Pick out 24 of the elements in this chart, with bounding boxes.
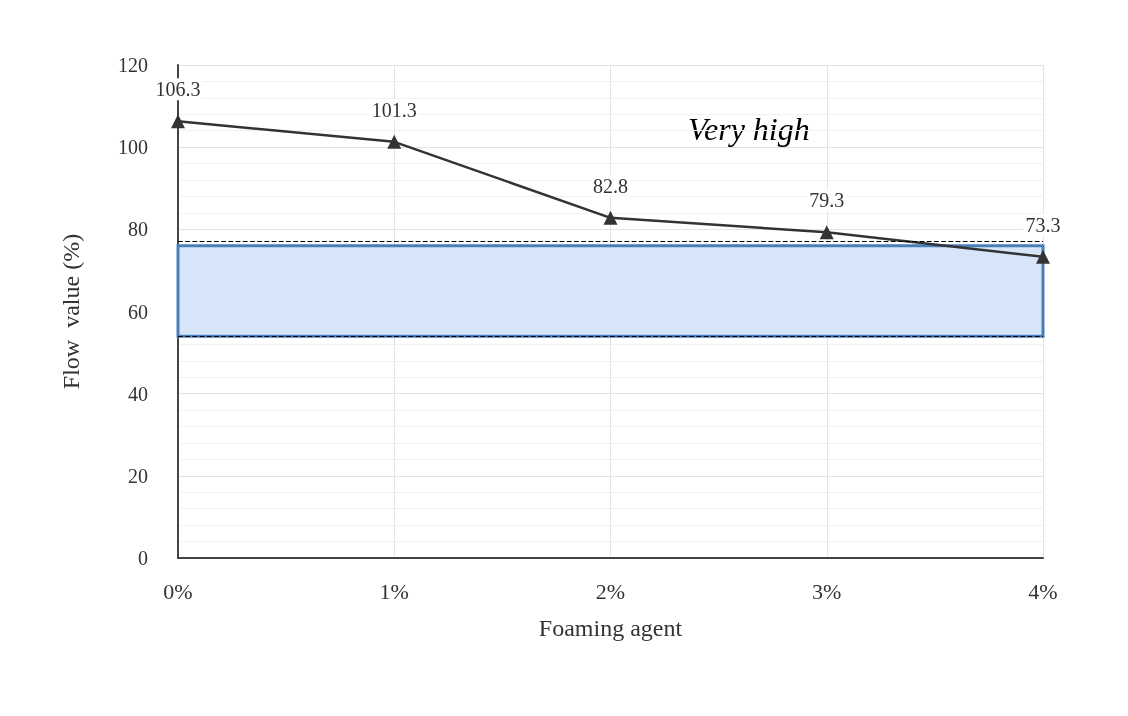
y-tick-label: 120 (118, 54, 148, 76)
x-tick-label: 2% (595, 578, 626, 604)
x-axis-title: Foaming agent (538, 615, 683, 641)
x-tick-label: 3% (812, 578, 842, 604)
x-tick-label: 0% (163, 578, 193, 604)
data-label: 101.3 (371, 98, 417, 121)
data-label: 79.3 (809, 189, 845, 212)
point (603, 210, 618, 225)
x-tick-label: 1% (379, 578, 409, 604)
data-label: 82.8 (593, 174, 628, 197)
y-tick-label: 0 (138, 547, 148, 569)
y-tick-label: 60 (128, 300, 148, 323)
data-label: 106.3 (155, 78, 201, 101)
point (387, 134, 402, 149)
point (171, 114, 185, 129)
y-tick-label: 20 (128, 464, 148, 487)
data-label: 73.3 (1025, 213, 1061, 236)
x-tick-label: 4% (1028, 578, 1058, 604)
y-axis-title: Flow value (%) (58, 233, 84, 390)
y-tick-label: 40 (128, 382, 148, 405)
point (819, 225, 834, 240)
y-tick-label: 100 (118, 136, 148, 159)
y-tick-label: 80 (128, 218, 148, 241)
point (1036, 249, 1050, 264)
